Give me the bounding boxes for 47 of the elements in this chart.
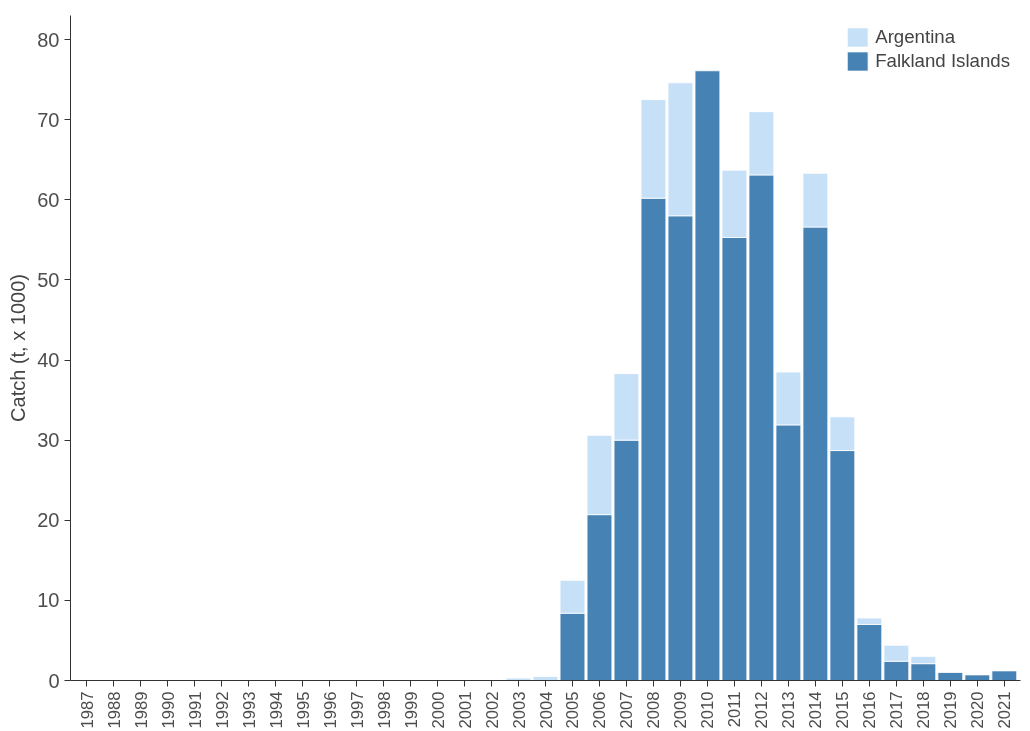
x-tick-label: 2009 — [671, 691, 691, 729]
legend-label: Falkland Islands — [875, 50, 1010, 72]
y-tick-label: 80 — [37, 28, 60, 51]
x-tick-label: 2006 — [590, 691, 610, 729]
x-tick-label: 2021 — [995, 691, 1015, 729]
x-tick-label: 2020 — [968, 691, 988, 729]
x-tick-label: 2016 — [860, 691, 880, 729]
y-tick-label: 50 — [37, 268, 60, 291]
x-tick-label: 1991 — [185, 691, 205, 729]
x-tick-label: 2018 — [914, 691, 934, 729]
x-tick-label: 1997 — [347, 691, 367, 729]
x-tick-label: 2001 — [455, 691, 475, 729]
y-tick-label: 30 — [37, 429, 60, 452]
x-tick-label: 1995 — [293, 691, 313, 729]
x-tick-label: 2012 — [752, 691, 772, 729]
x-tick-label: 2003 — [509, 691, 529, 729]
x-tick-label: 1990 — [158, 691, 178, 729]
x-tick-label: 2013 — [779, 691, 799, 729]
x-tick-label: 2011 — [725, 691, 745, 728]
y-tick-label: 70 — [37, 108, 60, 131]
x-tick-label: 2014 — [806, 691, 826, 729]
x-tick-label: 1999 — [401, 691, 421, 729]
x-tick-label: 1987 — [77, 691, 97, 729]
y-tick-label: 40 — [37, 349, 60, 372]
x-tick-label: 2015 — [833, 691, 853, 729]
legend-label: Argentina — [875, 26, 956, 48]
x-tick-label: 1993 — [239, 691, 259, 729]
x-tick-label: 2017 — [887, 691, 907, 729]
y-axis-title: Catch (t, x 1000) — [7, 274, 30, 422]
x-tick-label: 2019 — [941, 691, 961, 729]
y-tick-label: 20 — [37, 509, 60, 532]
x-tick-label: 2010 — [698, 691, 718, 729]
x-tick-label: 2002 — [482, 691, 502, 729]
x-tick-label: 1989 — [131, 691, 151, 729]
x-tick-label: 1994 — [266, 691, 286, 729]
x-tick-label: 1992 — [212, 691, 232, 729]
x-tick-label: 1996 — [320, 691, 340, 729]
y-tick-label: 60 — [37, 188, 60, 211]
x-tick-label: 2005 — [563, 691, 583, 729]
x-tick-label: 2000 — [428, 691, 448, 729]
x-tick-label: 2004 — [536, 691, 556, 729]
x-tick-label: 1998 — [374, 691, 394, 729]
x-tick-label: 2008 — [644, 691, 664, 729]
x-tick-label: 1988 — [104, 691, 124, 729]
y-tick-label: 10 — [37, 589, 60, 612]
y-tick-label: 0 — [48, 669, 60, 692]
x-tick-label: 2007 — [617, 691, 637, 729]
